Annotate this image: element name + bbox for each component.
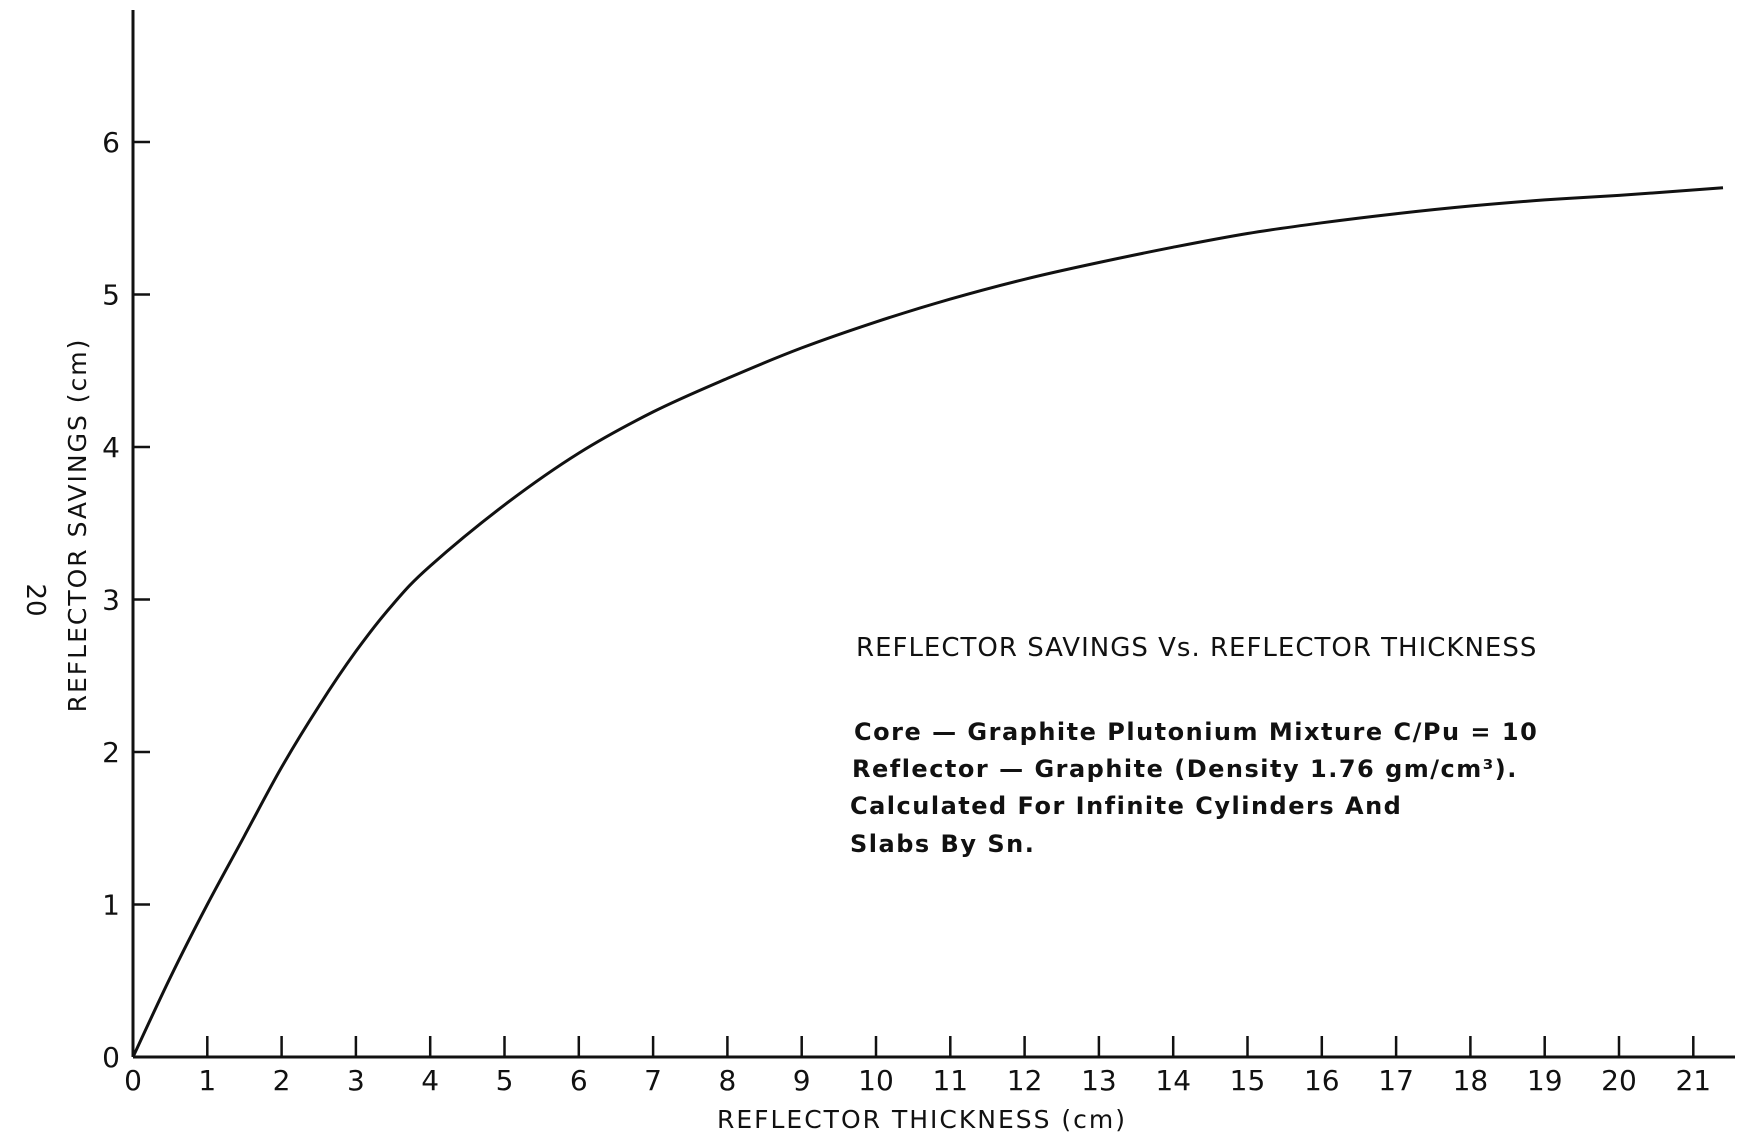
x-tick-label: 19	[1527, 1064, 1563, 1097]
x-tick-label: 14	[1155, 1064, 1191, 1097]
y-tick-label: 6	[102, 126, 120, 159]
x-tick-label: 17	[1378, 1064, 1414, 1097]
annotation-title: REFLECTOR SAVINGS Vs. REFLECTOR THICKNES…	[856, 633, 1537, 663]
annotation-line-core: Core — Graphite Plutonium Mixture C/Pu =…	[854, 718, 1538, 746]
y-tick-label: 2	[102, 736, 120, 769]
x-axis-title: REFLECTOR THICKNESS (cm)	[717, 1105, 1127, 1134]
axes	[131, 10, 1735, 1059]
annotation-line-reflector: Reflector — Graphite (Density 1.76 gm/cm…	[852, 755, 1518, 783]
x-tick-label: 11	[932, 1064, 968, 1097]
annotation-line-slabs: Slabs By Sn.	[850, 830, 1035, 858]
y-tick-label: 0	[102, 1041, 120, 1074]
x-tick-label: 9	[793, 1064, 811, 1097]
x-tick-label: 8	[718, 1064, 736, 1097]
x-tick-label: 12	[1007, 1064, 1043, 1097]
x-tick-label: 4	[421, 1064, 439, 1097]
x-tick-label: 18	[1453, 1064, 1489, 1097]
x-tick-label: 21	[1675, 1064, 1711, 1097]
y-tick-label: 4	[102, 431, 120, 464]
x-tick-label: 10	[858, 1064, 894, 1097]
y-tick-label: 3	[102, 584, 120, 617]
x-tick-label: 1	[198, 1064, 216, 1097]
x-tick-label: 20	[1601, 1064, 1637, 1097]
x-tick-label: 16	[1304, 1064, 1340, 1097]
tick-marks	[133, 140, 1695, 1057]
x-tick-label: 13	[1081, 1064, 1117, 1097]
x-tick-label: 5	[496, 1064, 514, 1097]
x-tick-label: 6	[570, 1064, 588, 1097]
x-tick-label: 0	[124, 1064, 142, 1097]
reflector-savings-curve	[131, 186, 1724, 1058]
x-tick-label: 2	[273, 1064, 291, 1097]
y-tick-label: 1	[102, 889, 120, 922]
annotation-block: REFLECTOR SAVINGS Vs. REFLECTOR THICKNES…	[850, 633, 1538, 858]
y-axis-title: REFLECTOR SAVINGS (cm)	[63, 338, 92, 713]
y-tick-label: 5	[102, 279, 120, 312]
tick-labels: 0 1 2 3 4 5 6 7 8 9 10 11 12 13 14 15 16 17 18 19 20 21012345…	[102, 126, 1711, 1097]
x-tick-label: 7	[644, 1064, 662, 1097]
x-tick-label: 15	[1230, 1064, 1266, 1097]
page-number: 20	[20, 583, 50, 616]
x-tick-label: 3	[347, 1064, 365, 1097]
annotation-line-calculated: Calculated For Infinite Cylinders And	[850, 792, 1402, 820]
